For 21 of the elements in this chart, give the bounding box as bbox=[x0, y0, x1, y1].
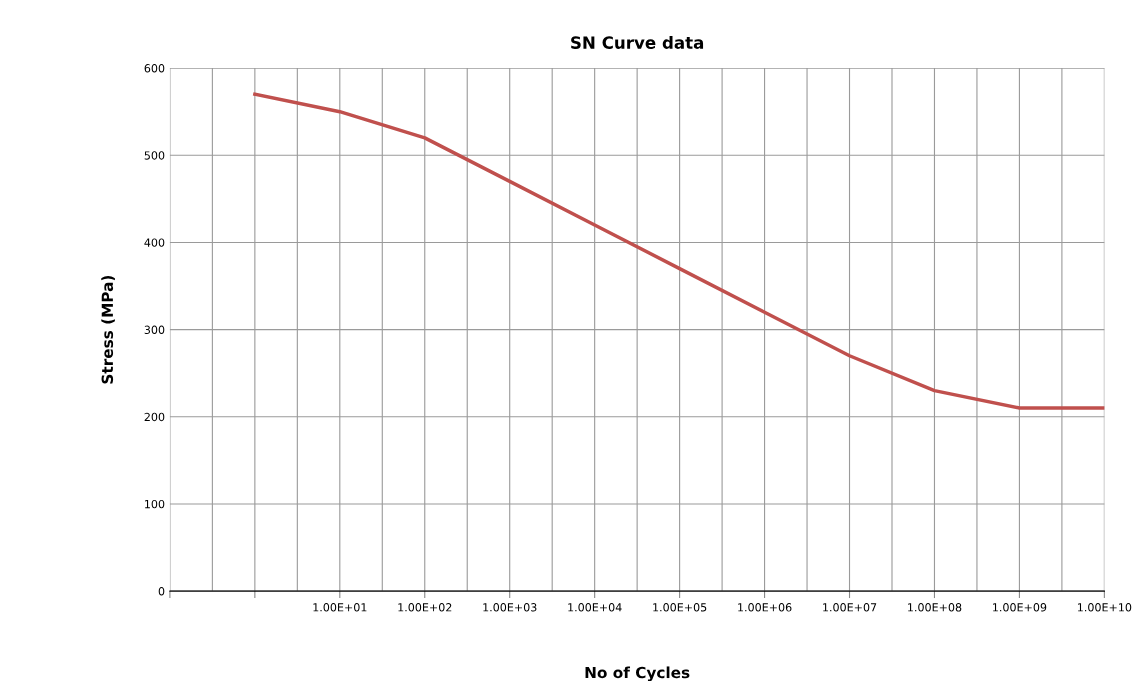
y-tick-label: 500 bbox=[144, 151, 165, 160]
chart-title: SN Curve data bbox=[571, 35, 704, 49]
y-tick-label: 100 bbox=[145, 499, 165, 509]
x-tick-label: 1.00E+04 bbox=[568, 603, 622, 612]
x-tick-label: 1.00E+07 bbox=[823, 603, 877, 612]
y-tick-label: 0 bbox=[158, 587, 165, 596]
x-tick-label: 1.00E+09 bbox=[993, 603, 1047, 612]
x-tick-label: 1.00E+06 bbox=[738, 603, 792, 612]
x-tick-label: 1.00E+10 bbox=[1077, 603, 1132, 612]
x-tick-label: 1.00E+02 bbox=[398, 603, 452, 612]
y-tick-label: 300 bbox=[144, 325, 165, 334]
y-tick-label: 200 bbox=[144, 412, 165, 422]
y-tick-label: 600 bbox=[144, 64, 165, 73]
y-tick-label: 400 bbox=[144, 238, 165, 247]
y-axis-title: Stress (MPa) bbox=[101, 275, 115, 384]
x-tick-label: 1.00E+03 bbox=[483, 603, 537, 612]
x-axis-title: No of Cycles bbox=[585, 666, 690, 681]
line-series bbox=[253, 92, 1105, 410]
x-tick-label: 1.00E+08 bbox=[908, 603, 962, 612]
x-tick-label: 1.00E+05 bbox=[653, 603, 707, 612]
x-tick-label: 1.00E+01 bbox=[313, 603, 367, 612]
